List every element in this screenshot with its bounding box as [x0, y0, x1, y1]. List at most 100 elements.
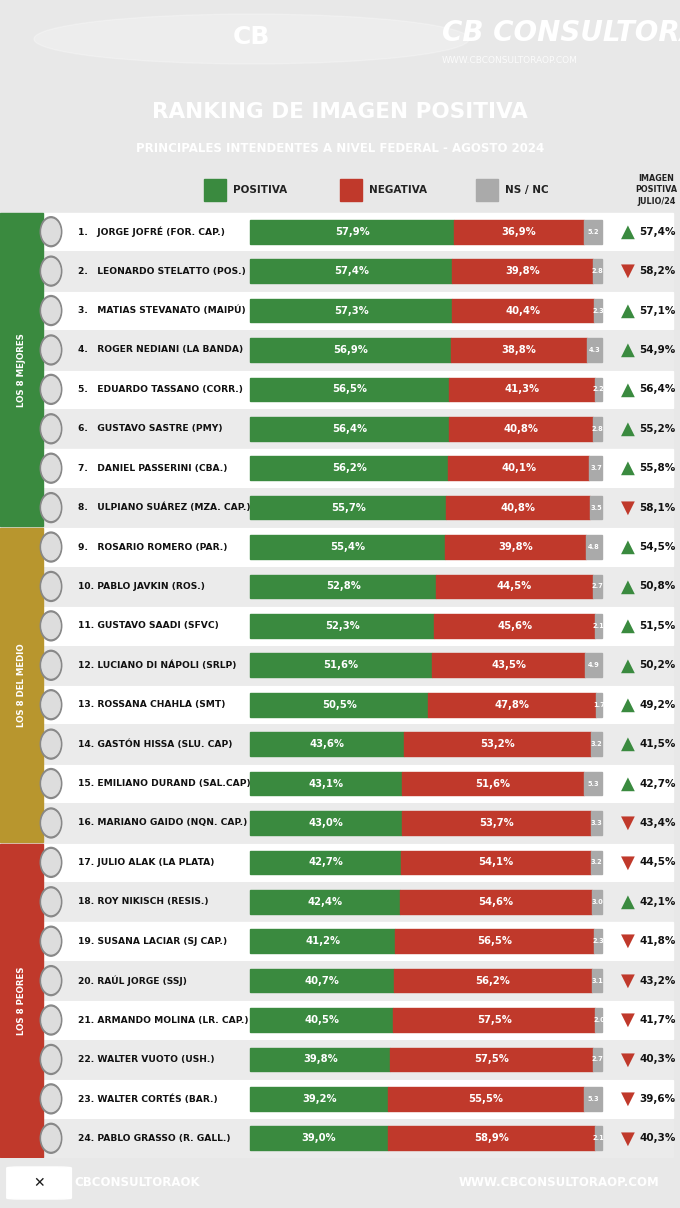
Circle shape: [40, 1045, 62, 1074]
Circle shape: [40, 256, 62, 286]
Text: 55,4%: 55,4%: [330, 542, 365, 552]
Bar: [250, 850, 401, 875]
Bar: [588, 338, 602, 361]
Bar: [44, 923, 673, 960]
Text: 5.3: 5.3: [588, 780, 599, 786]
Text: 56,4%: 56,4%: [639, 384, 676, 394]
Bar: [250, 220, 454, 244]
Text: 39,2%: 39,2%: [302, 1094, 337, 1104]
Circle shape: [42, 929, 60, 954]
Bar: [394, 969, 592, 993]
Bar: [250, 495, 447, 519]
Text: 22. WALTER VUOTO (USH.): 22. WALTER VUOTO (USH.): [78, 1055, 215, 1064]
Bar: [585, 535, 602, 559]
Text: 40,8%: 40,8%: [500, 503, 536, 512]
Text: 40,1%: 40,1%: [501, 463, 537, 474]
Text: 42,7%: 42,7%: [308, 858, 343, 867]
Circle shape: [40, 493, 62, 523]
Circle shape: [40, 690, 62, 720]
Bar: [590, 457, 602, 480]
Text: 42,1%: 42,1%: [639, 896, 676, 907]
Bar: [250, 654, 432, 678]
Text: 10. PABLO JAVKIN (ROS.): 10. PABLO JAVKIN (ROS.): [78, 582, 205, 591]
Bar: [591, 811, 602, 835]
Bar: [596, 1009, 602, 1032]
Text: PRINCIPALES INTENDENTES A NIVEL FEDERAL - AGOSTO 2024: PRINCIPALES INTENDENTES A NIVEL FEDERAL …: [136, 141, 544, 155]
Bar: [340, 179, 362, 201]
Bar: [44, 646, 673, 684]
Bar: [0, 843, 43, 1157]
Text: 2.2: 2.2: [593, 387, 605, 393]
Bar: [402, 811, 591, 835]
Text: 40,8%: 40,8%: [503, 424, 539, 434]
Text: 36,9%: 36,9%: [502, 227, 537, 237]
Text: 2.   LEONARDO STELATTO (POS.): 2. LEONARDO STELATTO (POS.): [78, 267, 246, 275]
Text: 43,4%: 43,4%: [639, 818, 676, 827]
Bar: [250, 1087, 388, 1110]
Bar: [250, 1127, 388, 1150]
Text: 17. JULIO ALAK (LA PLATA): 17. JULIO ALAK (LA PLATA): [78, 858, 215, 867]
Text: 3.1: 3.1: [591, 977, 603, 983]
Bar: [44, 1041, 673, 1079]
Circle shape: [42, 495, 60, 521]
Bar: [44, 805, 673, 842]
Bar: [596, 693, 602, 716]
Text: 50,2%: 50,2%: [639, 661, 676, 670]
Text: 4.9: 4.9: [588, 662, 600, 668]
Text: 40,4%: 40,4%: [506, 306, 541, 315]
Text: ▲: ▲: [622, 341, 635, 359]
Bar: [435, 614, 595, 638]
Text: 2.3: 2.3: [592, 939, 605, 945]
Text: ▼: ▼: [622, 853, 635, 871]
Text: 4.8: 4.8: [588, 544, 600, 550]
Bar: [432, 654, 585, 678]
Text: ▼: ▼: [622, 1051, 635, 1068]
Bar: [388, 1087, 584, 1110]
Text: 43,0%: 43,0%: [309, 818, 343, 827]
Bar: [595, 1127, 602, 1150]
Text: 56,4%: 56,4%: [332, 424, 367, 434]
Text: 56,9%: 56,9%: [333, 345, 368, 355]
Bar: [250, 772, 402, 795]
Text: 2.3: 2.3: [592, 308, 605, 314]
Text: 3.   MATIAS STEVANATO (MAIPÚ): 3. MATIAS STEVANATO (MAIPÚ): [78, 306, 246, 315]
Circle shape: [40, 374, 62, 405]
Circle shape: [40, 611, 62, 641]
Circle shape: [42, 731, 60, 757]
Text: 55,8%: 55,8%: [639, 463, 676, 474]
Text: 54,1%: 54,1%: [478, 858, 513, 867]
Circle shape: [40, 571, 62, 602]
Circle shape: [42, 1046, 60, 1073]
Bar: [44, 608, 673, 645]
Circle shape: [42, 968, 60, 993]
Bar: [44, 528, 673, 565]
Text: 2.1: 2.1: [593, 1136, 605, 1142]
Text: 56,2%: 56,2%: [332, 463, 367, 474]
Bar: [250, 811, 402, 835]
Bar: [44, 883, 673, 920]
Text: 2.7: 2.7: [592, 1057, 604, 1063]
Bar: [476, 179, 498, 201]
Circle shape: [40, 887, 62, 917]
Text: CB CONSULTORA: CB CONSULTORA: [442, 19, 680, 47]
Bar: [452, 260, 592, 283]
Bar: [449, 378, 595, 401]
Bar: [454, 220, 584, 244]
Text: 39,8%: 39,8%: [505, 266, 540, 277]
Bar: [595, 614, 602, 638]
Circle shape: [40, 296, 62, 325]
Text: 41,8%: 41,8%: [639, 936, 676, 946]
Bar: [388, 1127, 595, 1150]
Bar: [250, 1047, 390, 1071]
Text: 2.8: 2.8: [592, 268, 603, 274]
Text: 41,2%: 41,2%: [305, 936, 341, 946]
Bar: [0, 528, 43, 842]
Text: ▲: ▲: [622, 577, 635, 596]
Text: 5.   EDUARDO TASSANO (CORR.): 5. EDUARDO TASSANO (CORR.): [78, 385, 243, 394]
Bar: [595, 378, 602, 401]
Text: 13. ROSSANA CHAHLA (SMT): 13. ROSSANA CHAHLA (SMT): [78, 701, 226, 709]
Text: 14. GASTÓN HISSA (SLU. CAP): 14. GASTÓN HISSA (SLU. CAP): [78, 739, 233, 749]
Circle shape: [40, 965, 62, 995]
Text: 3.3: 3.3: [591, 820, 602, 826]
FancyBboxPatch shape: [7, 1167, 71, 1200]
